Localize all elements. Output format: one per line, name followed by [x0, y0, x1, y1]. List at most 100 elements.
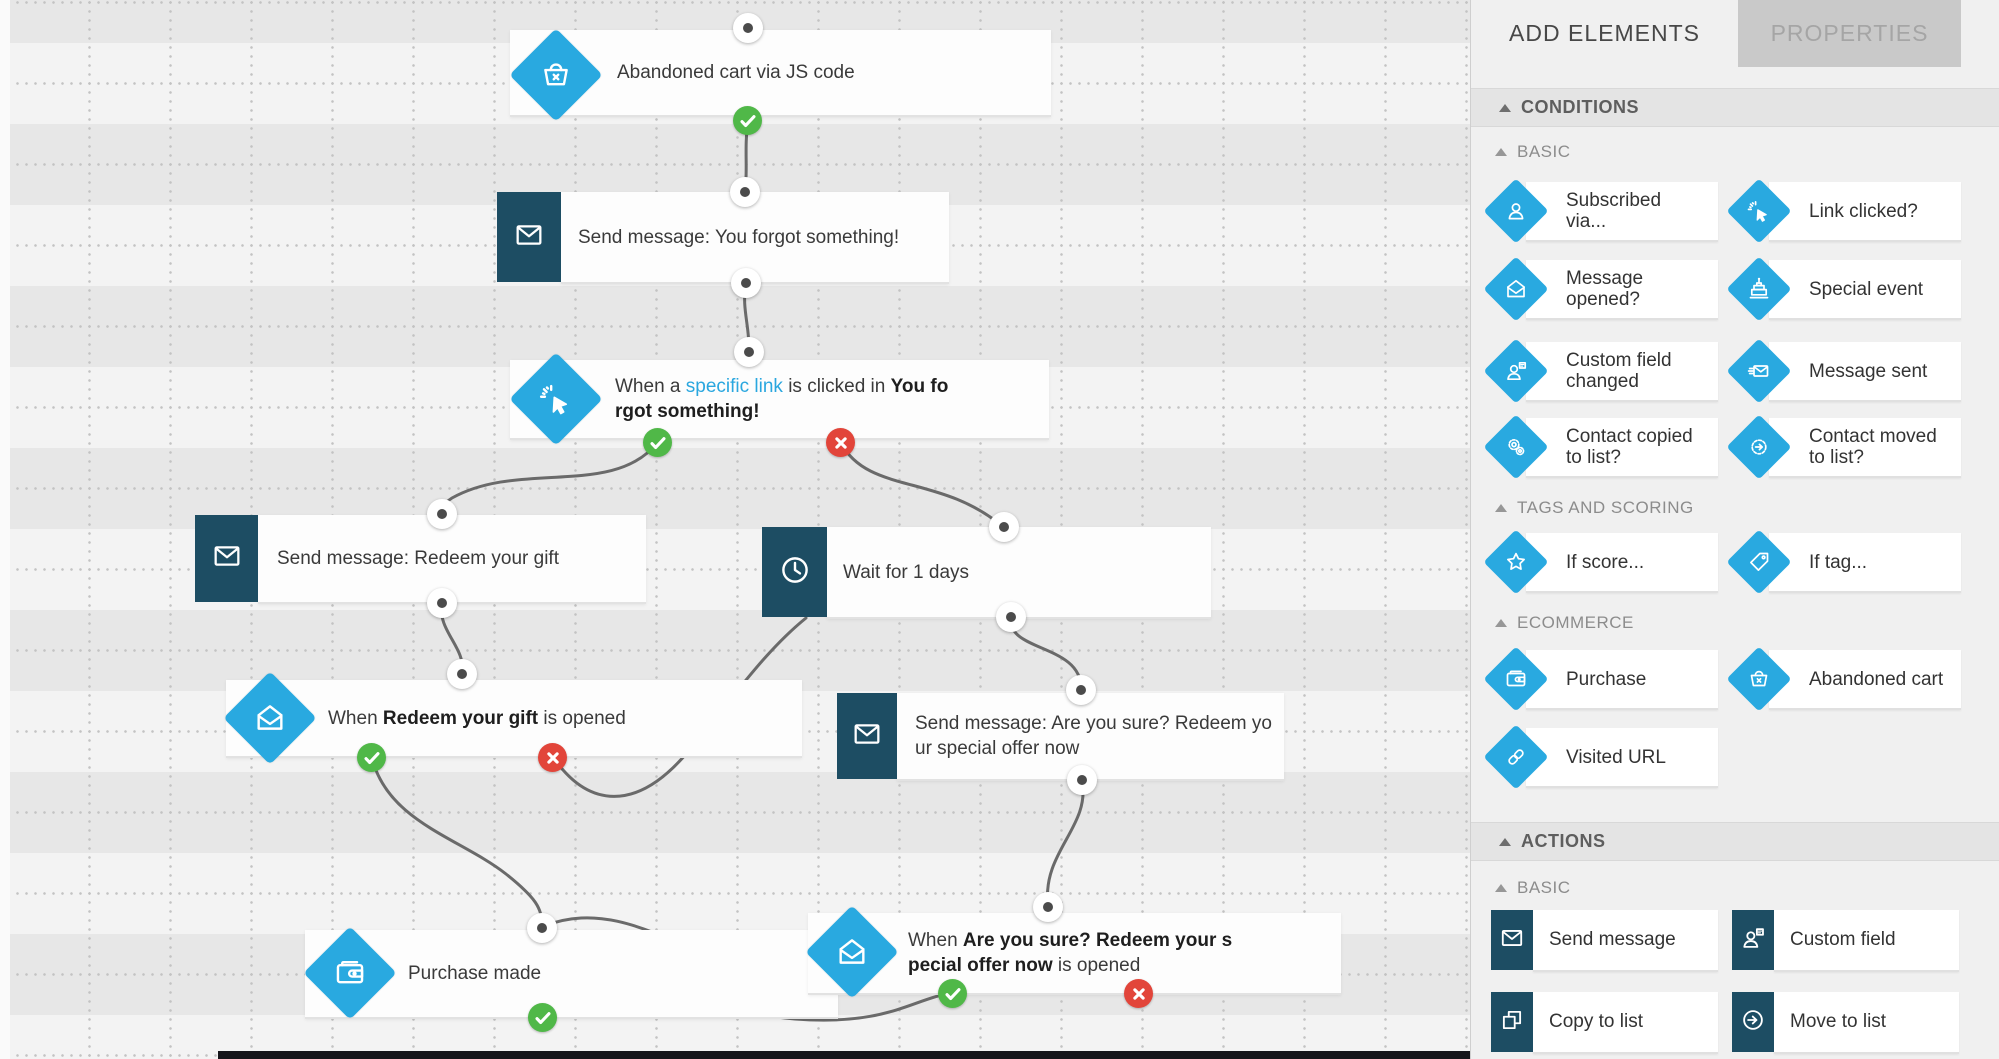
subsection-tags-and-scoring[interactable]: TAGS AND SCORING [1495, 498, 1694, 518]
yes-check-badge[interactable] [357, 743, 386, 772]
connector-dot[interactable] [1033, 892, 1063, 922]
connector-dot[interactable] [527, 913, 557, 943]
subsection-ecommerce[interactable]: ECOMMERCE [1495, 613, 1634, 633]
node-send-message-redeem-icon-box[interactable] [195, 515, 258, 602]
subsection-label: BASIC [1517, 878, 1571, 897]
sidebar-item-link-clicked[interactable]: Link clicked? [1726, 178, 1961, 244]
diamond-shape [1726, 256, 1792, 322]
node-label: Send message: Redeem your gift [277, 548, 559, 569]
connector-dot[interactable] [996, 602, 1026, 632]
tag-icon [1747, 550, 1771, 574]
square-shape [1732, 992, 1774, 1052]
node-label: Send message: Are you sure? Redeem yo ur … [915, 713, 1272, 759]
sidebar-item-subscribed-via[interactable]: Subscribed via... [1483, 178, 1718, 244]
sidebar-item-custom-field[interactable]: Custom field [1732, 910, 1959, 972]
node-label: When a specific link is clicked in You f… [615, 376, 949, 422]
sidebar-item-move-to-list[interactable]: Move to list [1732, 992, 1959, 1054]
mail-icon [851, 718, 883, 755]
chain-link-icon [1504, 745, 1528, 769]
node-redeem-opened-card[interactable]: When Redeem your gift is opened [226, 680, 802, 758]
node-are-you-sure-opened-card[interactable]: When Are you sure? Redeem your s pecial o… [808, 913, 1341, 995]
node-send-message-redeem-card[interactable]: Send message: Redeem your gift [258, 515, 646, 604]
section-header-conditions[interactable]: CONDITIONS [1471, 88, 1999, 127]
square-shape [1491, 992, 1533, 1052]
node-label: Purchase made [408, 963, 542, 984]
collapse-arrow-icon [1495, 619, 1507, 627]
diamond-shape [1726, 529, 1792, 595]
sidebar-item-custom-field-changed[interactable]: Custom field changed [1483, 338, 1718, 404]
sidebar-item-copy-to-list[interactable]: Copy to list [1491, 992, 1718, 1054]
move-arrow-icon [1740, 1007, 1766, 1038]
node-label: Wait for 1 days [843, 561, 970, 583]
tab-properties[interactable]: PROPERTIES [1738, 0, 1961, 67]
section-header-actions[interactable]: ACTIONS [1471, 822, 1999, 861]
diamond-shape [1483, 529, 1549, 595]
person-icon [1504, 199, 1528, 223]
sidebar-item-contact-copied[interactable]: Contact copied to list? [1483, 414, 1718, 480]
elements-sidebar: ADD ELEMENTS PROPERTIES CONDITIONS BASIC… [1470, 0, 1999, 1059]
yes-check-badge[interactable] [643, 428, 672, 457]
sidebar-item-if-tag[interactable]: If tag... [1726, 529, 1961, 595]
diamond-shape [1483, 646, 1549, 712]
node-wait-icon-box[interactable] [762, 527, 827, 617]
connector-dot[interactable] [731, 268, 761, 298]
flow-connection-line [370, 756, 544, 928]
yes-check-badge[interactable] [528, 1003, 557, 1032]
subsection-basic-actions[interactable]: BASIC [1495, 878, 1571, 898]
sidebar-item-visited-url[interactable]: Visited URL [1483, 724, 1718, 790]
sidebar-item-message-opened[interactable]: Message opened? [1483, 256, 1718, 322]
node-abandoned-cart-card[interactable]: Abandoned cart via JS code [510, 30, 1051, 117]
yes-check-badge[interactable] [733, 106, 762, 135]
connector-dot[interactable] [733, 13, 763, 43]
sidebar-item-special-event[interactable]: Special event [1726, 256, 1961, 322]
mail-icon [211, 540, 243, 577]
sidebar-item-purchase[interactable]: Purchase [1483, 646, 1718, 712]
mail-icon [513, 219, 545, 256]
node-send-message-you-forgot-icon-box[interactable] [497, 192, 561, 282]
sidebar-item-abandoned-cart[interactable]: Abandoned cart [1726, 646, 1961, 712]
connector-dot[interactable] [447, 659, 477, 689]
connector-dot[interactable] [427, 499, 457, 529]
sidebar-item-if-score[interactable]: If score... [1483, 529, 1718, 595]
collapse-arrow-icon [1495, 148, 1507, 156]
gear-arrow-icon [1747, 435, 1771, 459]
basket-x-icon [1747, 667, 1771, 691]
subsection-basic-conditions[interactable]: BASIC [1495, 142, 1571, 162]
diamond-shape [1483, 178, 1549, 244]
diamond-shape [1726, 178, 1792, 244]
copy-icon [1499, 1007, 1525, 1038]
basket-x-icon [539, 58, 573, 92]
mail-open-icon [835, 935, 869, 969]
yes-check-badge[interactable] [938, 979, 967, 1008]
gears-icon [1504, 435, 1528, 459]
connector-dot[interactable] [734, 337, 764, 367]
cursor-click-icon [539, 382, 573, 416]
node-label: When Redeem your gift is opened [328, 707, 626, 729]
no-x-badge[interactable] [1124, 979, 1153, 1008]
person-field-icon [1504, 359, 1528, 383]
node-label: Abandoned cart via JS code [617, 62, 855, 83]
sidebar-item-contact-moved[interactable]: Contact moved to list? [1726, 414, 1961, 480]
workflow-canvas[interactable]: Abandoned cart via JS code Send message:… [0, 0, 1470, 1059]
mail-open-icon [253, 701, 287, 735]
diamond-shape [1483, 256, 1549, 322]
square-shape [1491, 910, 1533, 970]
connector-dot[interactable] [1067, 765, 1097, 795]
diamond-shape [1483, 724, 1549, 790]
connector-dot[interactable] [427, 588, 457, 618]
connector-dot[interactable] [730, 177, 760, 207]
sidebar-item-message-sent[interactable]: Message sent [1726, 338, 1961, 404]
star-icon [1504, 550, 1528, 574]
connector-dot[interactable] [989, 512, 1019, 542]
node-send-message-are-you-sure-icon-box[interactable] [837, 693, 897, 779]
sidebar-item-send-message[interactable]: Send message [1491, 910, 1718, 972]
node-send-message-are-you-sure-card[interactable]: Send message: Are you sure? Redeem yo ur … [897, 693, 1284, 781]
no-x-badge[interactable] [826, 428, 855, 457]
mail-open-icon [1504, 277, 1528, 301]
square-shape [1732, 910, 1774, 970]
connector-dot[interactable] [1066, 675, 1096, 705]
cake-icon [1747, 277, 1771, 301]
tab-add-elements[interactable]: ADD ELEMENTS [1509, 20, 1700, 46]
no-x-badge[interactable] [538, 743, 567, 772]
canvas-left-edge [0, 0, 10, 1059]
